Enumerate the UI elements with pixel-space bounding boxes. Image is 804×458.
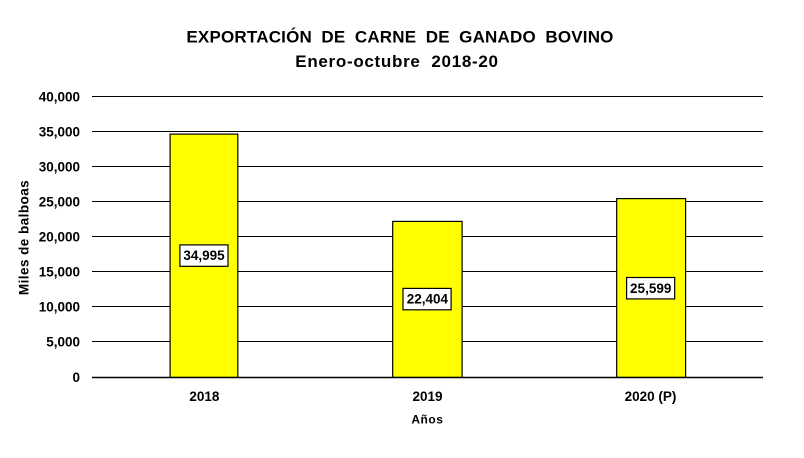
svg-text:Años: Años — [411, 413, 443, 427]
svg-text:5,000: 5,000 — [46, 335, 80, 350]
svg-text:20,000: 20,000 — [39, 230, 80, 245]
svg-text:15,000: 15,000 — [39, 265, 80, 280]
svg-text:2018: 2018 — [189, 389, 220, 404]
svg-text:25,599: 25,599 — [630, 281, 671, 296]
svg-text:30,000: 30,000 — [39, 160, 80, 175]
svg-text:Miles de balboas: Miles de balboas — [17, 180, 32, 295]
svg-text:40,000: 40,000 — [39, 90, 80, 105]
svg-text:25,000: 25,000 — [39, 195, 80, 210]
svg-text:2019: 2019 — [412, 389, 442, 404]
svg-text:2020 (P): 2020 (P) — [625, 389, 677, 404]
svg-text:35,000: 35,000 — [39, 125, 80, 140]
svg-text:22,404: 22,404 — [407, 292, 449, 307]
svg-text:10,000: 10,000 — [39, 300, 80, 315]
svg-text:0: 0 — [72, 370, 80, 385]
svg-text:34,995: 34,995 — [183, 248, 225, 263]
svg-text:Enero-octubre 2018-20: Enero-octubre 2018-20 — [295, 52, 498, 71]
svg-text:EXPORTACIÓN DE CARNE DE GANADO: EXPORTACIÓN DE CARNE DE GANADO BOVINO — [186, 28, 613, 47]
